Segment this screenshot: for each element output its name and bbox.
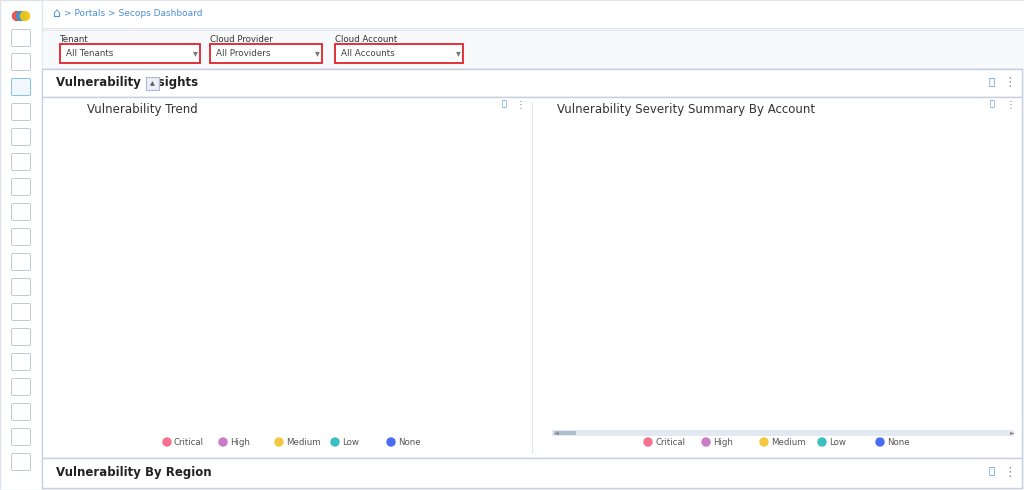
Text: ◄: ◄ [554, 431, 559, 436]
Text: Vulnerability Severity Summary By Account: Vulnerability Severity Summary By Accoun… [557, 103, 815, 116]
Text: ▾: ▾ [456, 49, 461, 58]
Text: Cloud Provider: Cloud Provider [210, 35, 272, 44]
Circle shape [702, 438, 710, 446]
Text: Critical: Critical [655, 438, 685, 446]
Text: ▾: ▾ [315, 49, 319, 58]
FancyBboxPatch shape [210, 44, 322, 63]
Text: Tenant: Tenant [60, 35, 89, 44]
Circle shape [219, 438, 227, 446]
Circle shape [876, 438, 884, 446]
FancyBboxPatch shape [42, 458, 1022, 488]
Text: ▲: ▲ [151, 81, 155, 86]
Text: All Tenants: All Tenants [66, 49, 114, 58]
Text: ⤢: ⤢ [502, 99, 507, 108]
Text: ⋮: ⋮ [1006, 100, 1015, 110]
FancyBboxPatch shape [60, 44, 200, 63]
Text: Critical: Critical [174, 438, 204, 446]
Circle shape [16, 11, 26, 21]
Text: Medium: Medium [286, 438, 321, 446]
Y-axis label: Count: Count [509, 258, 519, 287]
Text: ⋮: ⋮ [515, 100, 525, 110]
FancyBboxPatch shape [42, 0, 1024, 490]
Circle shape [644, 438, 652, 446]
FancyBboxPatch shape [146, 77, 159, 90]
Text: Low: Low [829, 438, 846, 446]
Text: Low: Low [342, 438, 358, 446]
Y-axis label: Count: Count [39, 258, 49, 287]
FancyBboxPatch shape [42, 97, 1022, 458]
Text: Vulnerability Trend: Vulnerability Trend [87, 103, 198, 116]
Circle shape [163, 438, 171, 446]
FancyBboxPatch shape [554, 431, 575, 435]
Text: ▾: ▾ [193, 49, 198, 58]
Text: ⤢: ⤢ [989, 99, 994, 108]
FancyBboxPatch shape [0, 0, 42, 490]
Text: Vulnerability Insights: Vulnerability Insights [56, 76, 198, 90]
Circle shape [818, 438, 826, 446]
Text: > Portals > Secops Dashboard: > Portals > Secops Dashboard [63, 9, 203, 19]
FancyBboxPatch shape [42, 0, 1024, 28]
FancyBboxPatch shape [552, 430, 1014, 436]
Circle shape [12, 11, 22, 21]
FancyBboxPatch shape [335, 44, 463, 63]
Text: ►: ► [1010, 431, 1015, 436]
Text: ⤢: ⤢ [989, 76, 995, 86]
Text: Cloud Account: Cloud Account [335, 35, 397, 44]
FancyBboxPatch shape [42, 30, 1024, 68]
Text: ⋮: ⋮ [1004, 466, 1016, 479]
Text: All Accounts: All Accounts [341, 49, 394, 58]
Text: All Providers: All Providers [216, 49, 270, 58]
Text: High: High [230, 438, 250, 446]
FancyBboxPatch shape [11, 78, 31, 96]
Circle shape [331, 438, 339, 446]
Text: Medium: Medium [771, 438, 806, 446]
Text: High: High [713, 438, 733, 446]
Circle shape [760, 438, 768, 446]
Text: ⌂: ⌂ [52, 7, 59, 21]
Text: ⤢: ⤢ [989, 465, 995, 475]
Circle shape [387, 438, 395, 446]
FancyBboxPatch shape [42, 69, 1022, 97]
Circle shape [275, 438, 283, 446]
Text: ⋮: ⋮ [1004, 76, 1016, 90]
Text: None: None [887, 438, 909, 446]
Circle shape [20, 11, 30, 21]
Text: Vulnerability By Region: Vulnerability By Region [56, 466, 212, 479]
Text: None: None [398, 438, 421, 446]
